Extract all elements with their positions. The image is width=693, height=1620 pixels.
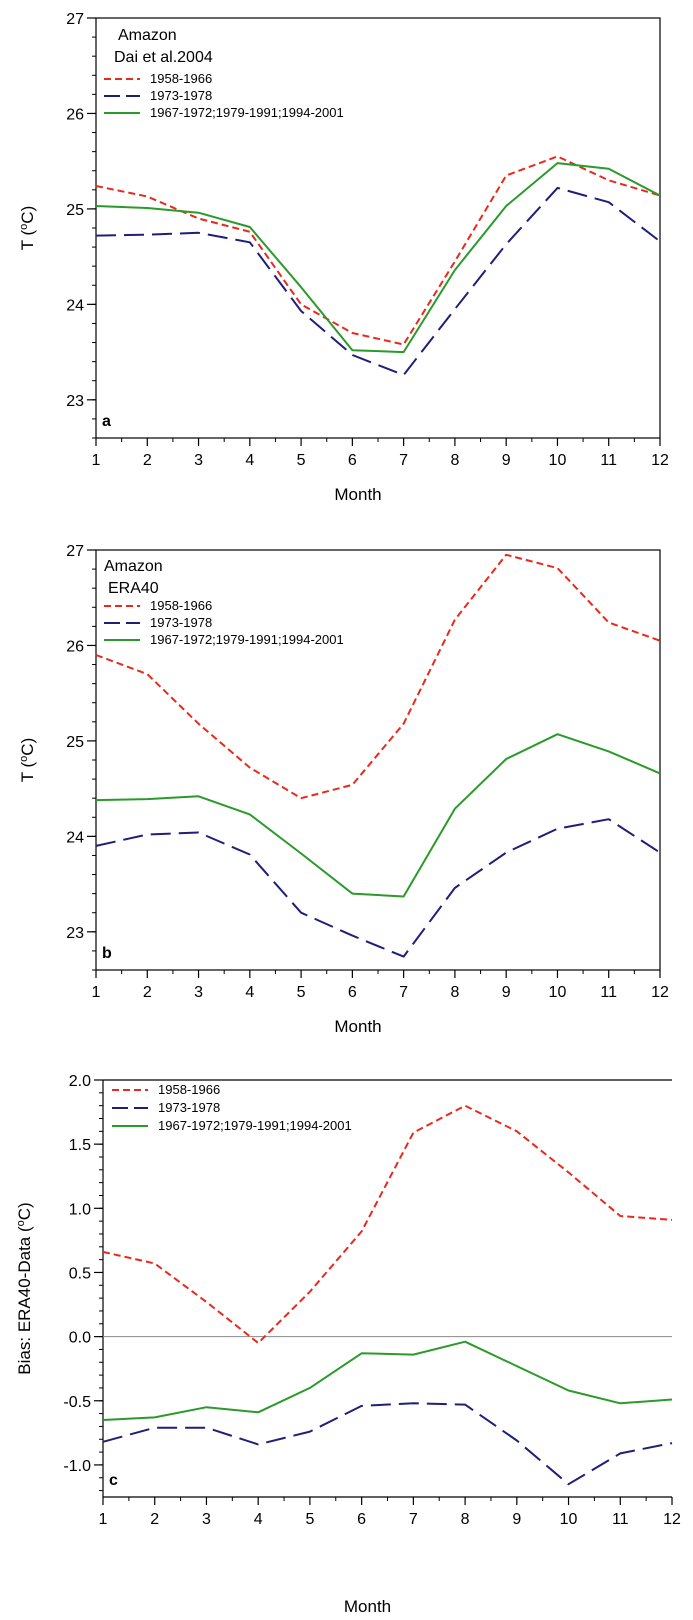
y-axis-label-main: T ( [18,229,37,250]
x-tick-label: 4 [254,1511,263,1528]
x-tick-label: 8 [461,1511,470,1528]
x-tick-label: 11 [600,984,617,1001]
y-axis-label-tail: C) [18,206,37,224]
x-tick-label: 10 [549,984,567,1001]
y-axis-label-superscript: o [15,1220,27,1226]
x-tick-label: 3 [194,452,203,469]
x-tick-label: 7 [399,452,408,469]
x-tick-label: 8 [450,452,459,469]
x-tick-label: 3 [202,1511,211,1528]
y-tick-label: 25 [66,734,84,751]
legend-label: 1973-1978 [158,1100,220,1115]
x-tick-label: 11 [600,452,617,469]
series-line-1958-1966 [95,155,661,346]
y-tick-label: 26 [66,638,84,655]
series-line-1967-1972;1979-1991;1994-2001 [95,733,661,898]
y-tick-label: 25 [66,202,84,219]
y-axis-label: T (oC) [18,206,37,251]
x-tick-label: 5 [305,1511,314,1528]
annotation-text: Amazon [118,27,177,44]
legend-label: 1967-1972;1979-1991;1994-2001 [158,1118,352,1133]
x-tick-label: 5 [297,984,306,1001]
y-axis-label-tail: C) [18,738,37,756]
legend-label: 1973-1978 [150,615,212,630]
annotation-text: Amazon [104,558,163,575]
panel-letter: b [102,945,112,962]
x-axis-label: Month [334,485,381,504]
series-line-1973-1978 [95,818,661,958]
series-line-1967-1972;1979-1991;1994-2001 [102,1340,673,1421]
x-tick-label: 9 [502,452,511,469]
y-tick-label: 24 [66,297,84,314]
x-tick-label: 11 [612,1511,629,1528]
y-tick-label: 0.0 [69,1330,91,1347]
y-axis-label-main: Bias: ERA40-Data ( [15,1226,34,1375]
x-tick-label: 6 [357,1511,366,1528]
y-tick-label: 26 [66,106,84,123]
x-tick-label: 2 [150,1511,159,1528]
panel-letter: c [109,1472,118,1489]
plot-frame [95,549,661,971]
x-tick-label: 7 [409,1511,418,1528]
x-tick-label: 8 [450,984,459,1001]
annotation-text: Dai et al.2004 [114,49,213,66]
y-axis-label-superscript: o [18,756,30,762]
x-tick-label: 6 [348,452,357,469]
legend-label: 1958-1966 [150,71,212,86]
series-line-1967-1972;1979-1991;1994-2001 [95,162,661,354]
x-axis-label: Month [334,1017,381,1036]
y-tick-label: 23 [66,925,84,942]
series-line-1958-1966 [102,1104,673,1344]
x-tick-label: 1 [92,452,101,469]
x-tick-label: 2 [143,984,152,1001]
annotation-text: ERA40 [108,580,159,597]
x-tick-label: 4 [245,452,254,469]
panel-letter: a [102,413,111,430]
y-tick-label: -1.0 [63,1458,91,1475]
y-axis-label-superscript: o [18,224,30,230]
legend-label: 1958-1966 [150,598,212,613]
x-tick-label: 10 [560,1511,578,1528]
x-tick-label: 10 [549,452,567,469]
y-tick-label: 27 [66,543,84,560]
x-tick-label: 9 [502,984,511,1001]
y-axis-label: T (oC) [18,738,37,783]
legend-label: 1958-1966 [158,1082,220,1097]
x-tick-label: 4 [245,984,254,1001]
x-tick-label: 7 [399,984,408,1001]
legend-label: 1973-1978 [150,88,212,103]
x-tick-label: 9 [512,1511,521,1528]
y-tick-label: 0.5 [69,1265,91,1282]
x-tick-label: 12 [651,984,669,1001]
panel-c: -1.0-0.50.00.51.01.52.01 2 3 4 5 6 7 8 9 10 11 12Mo… [15,1073,681,1616]
x-tick-label: 12 [651,452,669,469]
x-tick-label: 1 [99,1511,108,1528]
x-tick-label: 1 [92,984,101,1001]
x-axis-label: Month [344,1597,391,1616]
series-line-1973-1978 [102,1402,673,1486]
y-axis-label: Bias: ERA40-Data (oC) [15,1202,34,1374]
y-tick-label: 23 [66,393,84,410]
x-tick-label: 6 [348,984,357,1001]
y-tick-label: -0.5 [63,1394,91,1411]
series-line-1973-1978 [95,186,661,376]
y-axis-label-tail: C) [15,1202,34,1220]
x-tick-label: 2 [143,452,152,469]
series-line-1958-1966 [95,553,661,800]
x-tick-label: 5 [297,452,306,469]
y-tick-label: 27 [66,11,84,28]
y-tick-label: 1.5 [69,1137,91,1154]
y-tick-label: 2.0 [69,1073,91,1090]
legend-label: 1967-1972;1979-1991;1994-2001 [150,632,344,647]
y-tick-label: 1.0 [69,1201,91,1218]
y-tick-label: 24 [66,829,84,846]
legend-label: 1967-1972;1979-1991;1994-2001 [150,105,344,120]
y-axis-label-main: T ( [18,761,37,782]
x-tick-label: 3 [194,984,203,1001]
x-tick-label: 12 [663,1511,681,1528]
